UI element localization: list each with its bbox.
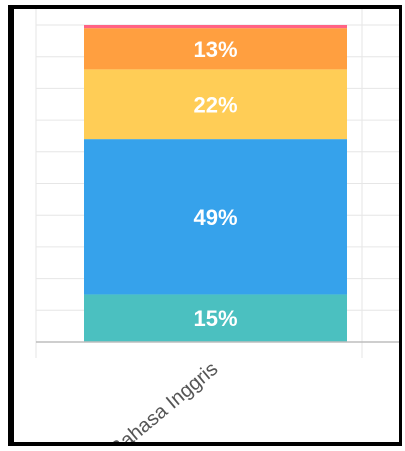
stacked-bar-chart: 15% 49% 22% 13% Bahasa Inggris — [35, 9, 399, 442]
chart-frame: 15% 49% 22% 13% Bahasa Inggris — [8, 5, 402, 446]
bar-segment-1 — [84, 294, 347, 342]
bar-segment-4 — [84, 28, 347, 70]
bar-stack — [84, 25, 347, 342]
data-label-2: 49% — [193, 205, 237, 230]
data-label-3: 22% — [193, 92, 237, 117]
x-axis: Bahasa Inggris — [36, 341, 399, 442]
x-tick-label: Bahasa Inggris — [106, 358, 222, 442]
bar-segment-2 — [84, 139, 347, 295]
data-label-1: 15% — [193, 306, 237, 331]
bar-segment-5 — [84, 25, 347, 29]
data-labels: 15% 49% 22% 13% — [193, 37, 237, 331]
bar-segment-3 — [84, 69, 347, 140]
data-label-4: 13% — [193, 37, 237, 62]
